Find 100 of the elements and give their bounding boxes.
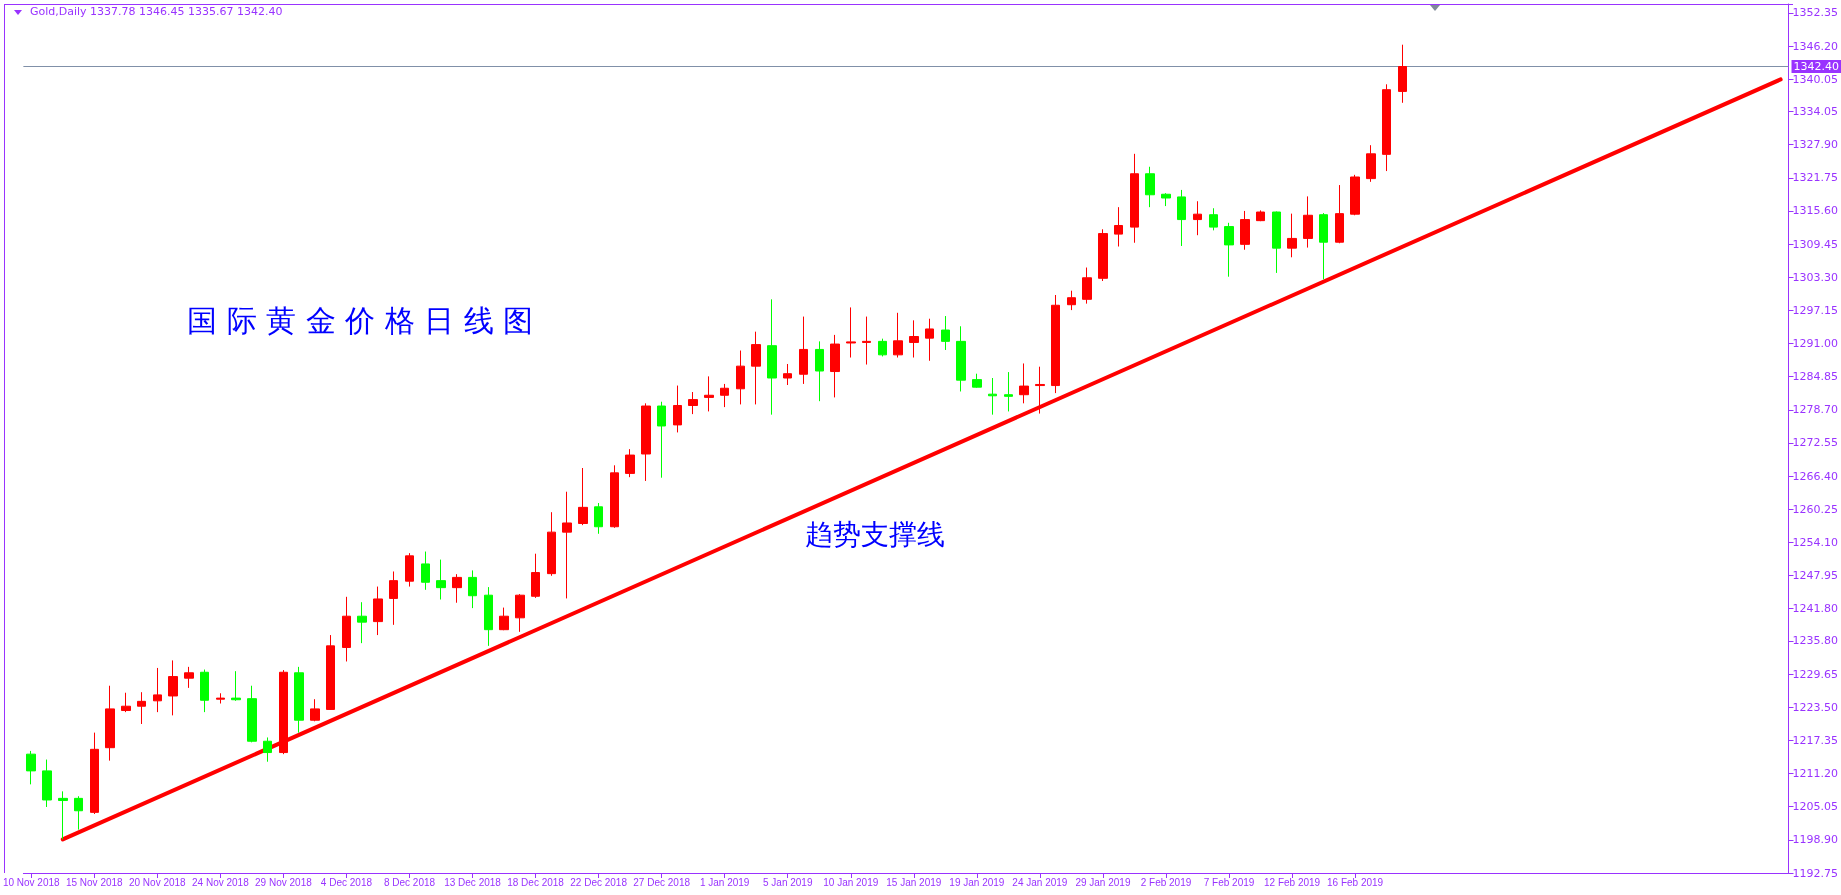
candlestick xyxy=(1240,210,1250,251)
y-tick-label: 1291.00 xyxy=(1792,337,1839,351)
y-tick-label: 1211.20 xyxy=(1792,767,1839,781)
candlestick xyxy=(58,790,68,840)
candlestick xyxy=(1335,184,1344,244)
candlestick xyxy=(247,685,257,743)
candlestick xyxy=(373,586,383,636)
x-tick-label: 10 Jan 2019 xyxy=(823,876,879,888)
y-tick-label: 1192.75 xyxy=(1792,866,1839,880)
candlestick xyxy=(279,669,288,755)
ref-line-label: 1342.40 xyxy=(1793,60,1840,74)
y-tick-label: 1297.15 xyxy=(1792,303,1839,317)
y-tick-label: 1198.90 xyxy=(1792,833,1839,847)
candlestick xyxy=(421,551,430,591)
candlestick xyxy=(1209,207,1218,231)
candlestick xyxy=(389,570,398,626)
x-tick-label: 5 Jan 2019 xyxy=(762,876,813,888)
y-tick-label: 1205.05 xyxy=(1792,800,1839,814)
y-tick-label: 1266.40 xyxy=(1792,469,1839,483)
candlestick xyxy=(310,698,320,722)
candlestick xyxy=(815,340,824,402)
candlestick xyxy=(1145,166,1155,208)
y-tick-label: 1229.65 xyxy=(1792,667,1839,681)
candlestick xyxy=(1035,366,1045,415)
candlestick xyxy=(137,691,146,725)
candlestick xyxy=(578,467,588,526)
candlestick xyxy=(625,448,635,478)
x-tick-label: 27 Dec 2018 xyxy=(633,876,691,888)
candlestick xyxy=(184,666,194,689)
y-tick-label: 1235.80 xyxy=(1792,634,1839,648)
candlestick xyxy=(1193,200,1202,236)
candlestick xyxy=(925,318,934,362)
annotation: 趋势支撑线 xyxy=(805,517,945,551)
y-tick-label: 1217.35 xyxy=(1792,733,1839,747)
candlestick xyxy=(594,502,603,535)
candlestick xyxy=(941,315,950,351)
candlestick xyxy=(783,363,792,386)
candlestick xyxy=(1319,212,1328,280)
x-tick-label: 2 Feb 2019 xyxy=(1140,876,1192,888)
x-tick-label: 29 Jan 2019 xyxy=(1075,876,1131,888)
candlestick xyxy=(1161,192,1171,207)
candlestick xyxy=(26,750,36,785)
x-tick-label: 24 Jan 2019 xyxy=(1012,876,1068,888)
x-tick-label: 8 Dec 2018 xyxy=(383,876,436,888)
candlestick xyxy=(121,692,131,713)
x-tick-label: 7 Feb 2019 xyxy=(1203,876,1255,888)
candlestick xyxy=(972,373,982,389)
candlestick xyxy=(216,692,225,705)
candlestick xyxy=(988,377,997,416)
candlestick xyxy=(74,795,83,831)
candlestick xyxy=(342,596,351,662)
candlestick xyxy=(1350,174,1360,216)
candlestick xyxy=(452,573,462,604)
candlestick xyxy=(1398,44,1407,104)
candlestick xyxy=(1287,213,1297,258)
x-tick-label: 15 Jan 2019 xyxy=(886,876,942,888)
x-tick-label: 12 Feb 2019 xyxy=(1263,876,1321,888)
candlestick xyxy=(1177,189,1186,247)
candlestick xyxy=(641,402,651,482)
candlestick xyxy=(751,331,761,405)
candlestick xyxy=(799,316,808,385)
candlestick xyxy=(515,593,525,633)
candlestick xyxy=(90,732,99,815)
candlestick xyxy=(720,383,729,408)
candlestick xyxy=(1082,267,1092,305)
candlestick xyxy=(105,685,115,762)
y-tick-label: 1340.05 xyxy=(1792,72,1839,86)
candlestick xyxy=(610,464,619,529)
candlestick xyxy=(436,559,446,600)
candlestick xyxy=(1272,210,1281,274)
y-tick-label: 1272.55 xyxy=(1792,436,1839,450)
candlestick xyxy=(1051,294,1060,394)
candlestick xyxy=(878,338,887,357)
candlestick xyxy=(893,312,903,359)
y-tick-label: 1352.35 xyxy=(1792,6,1839,20)
candlestick xyxy=(673,385,682,433)
x-tick-label: 20 Nov 2018 xyxy=(128,876,187,888)
candlestick xyxy=(405,552,414,588)
candlestick xyxy=(1019,362,1029,404)
annotation: Gold,Daily 1337.78 1346.45 1335.67 1342.40 xyxy=(30,5,283,18)
candlestick xyxy=(200,669,209,713)
candlestick xyxy=(1256,209,1265,222)
candlestick xyxy=(547,511,556,577)
y-tick-label: 1321.75 xyxy=(1792,171,1839,185)
y-tick-label: 1241.80 xyxy=(1792,602,1839,616)
x-tick-label: 10 Nov 2018 xyxy=(2,876,61,888)
y-tick-label: 1327.90 xyxy=(1792,138,1839,152)
candlestick xyxy=(688,391,698,415)
candlestick xyxy=(704,375,714,412)
candlestick xyxy=(1067,290,1076,311)
x-tick-label: 4 Dec 2018 xyxy=(320,876,373,888)
y-tick-label: 1254.10 xyxy=(1792,535,1839,549)
candlestick xyxy=(736,350,745,405)
x-tick-label: 15 Nov 2018 xyxy=(65,876,124,888)
candlestick xyxy=(1114,206,1123,248)
y-tick-label: 1309.45 xyxy=(1792,237,1839,251)
candlestick xyxy=(231,670,241,702)
x-tick-label: 24 Nov 2018 xyxy=(192,876,250,888)
y-tick-label: 1284.85 xyxy=(1792,370,1839,384)
y-tick-label: 1247.95 xyxy=(1792,569,1839,583)
